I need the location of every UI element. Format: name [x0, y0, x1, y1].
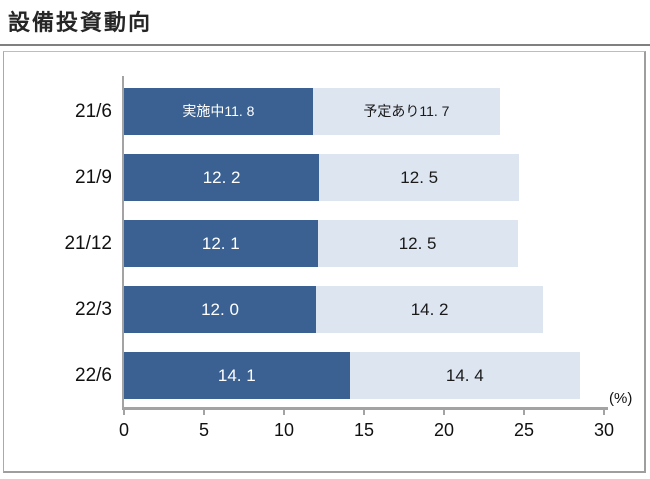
- x-axis-tick: [203, 410, 205, 415]
- x-axis-line: [122, 407, 608, 410]
- x-axis-tick: [523, 410, 525, 415]
- bar-segment-planned: 14. 2: [316, 286, 544, 333]
- bar-segment-active: 14. 1: [124, 352, 350, 399]
- x-axis-tick: [123, 410, 125, 415]
- bar-segment-planned: 予定あり11. 7: [312, 88, 500, 135]
- y-axis-line: [122, 76, 124, 407]
- x-axis-tick-label: 25: [513, 420, 535, 440]
- x-axis-tick-label: 0: [118, 420, 129, 440]
- bar-segment-active: 12. 1: [124, 220, 318, 267]
- x-axis-tick-label: 30: [593, 420, 615, 440]
- category-label: 22/6: [75, 365, 112, 386]
- bar-segment-active: 12. 0: [124, 286, 316, 333]
- bar-segment-active: 実施中11. 8: [124, 88, 313, 135]
- page-header: 設備投資動向: [0, 0, 650, 46]
- category-label: 21/6: [75, 101, 112, 122]
- x-axis-tick: [283, 410, 285, 415]
- bar-segment-planned: 12. 5: [319, 154, 520, 201]
- category-label: 21/12: [64, 233, 112, 254]
- x-axis-tick-label: 20: [433, 420, 455, 440]
- x-axis-tick: [603, 410, 605, 415]
- x-axis-tick: [443, 410, 445, 415]
- x-axis-tick-label: 5: [198, 420, 209, 440]
- x-axis-tick-label: 15: [353, 420, 375, 440]
- bar-segment-planned: 14. 4: [349, 352, 580, 399]
- bar-segment-planned: 12. 5: [317, 220, 518, 267]
- x-axis-tick: [363, 410, 365, 415]
- chart-title: 設備投資動向: [8, 10, 153, 35]
- x-axis-tick-label: 10: [273, 420, 295, 440]
- category-label: 22/3: [75, 299, 112, 320]
- category-label: 21/9: [75, 167, 112, 188]
- bar-segment-active: 12. 2: [124, 154, 320, 201]
- x-axis-unit-label: (%): [609, 390, 633, 407]
